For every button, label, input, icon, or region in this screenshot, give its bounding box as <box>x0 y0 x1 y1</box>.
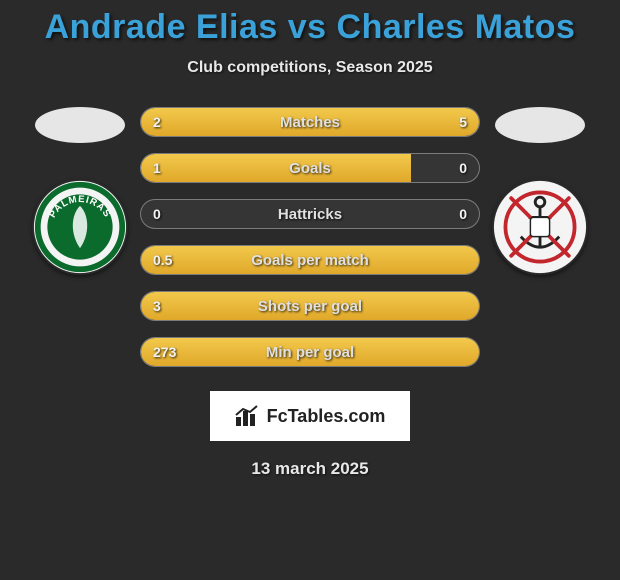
left-player-col: PALMEIRAS <box>20 107 140 275</box>
stat-row: 25Matches <box>140 107 480 137</box>
bar-left-fill <box>141 292 479 320</box>
club-crest-right <box>492 179 588 275</box>
club-crest-left: PALMEIRAS <box>32 179 128 275</box>
bar-left-fill <box>141 246 479 274</box>
stat-row: 10Goals <box>140 153 480 183</box>
stat-row: 0.5Goals per match <box>140 245 480 275</box>
stat-value-right: 0 <box>459 200 467 228</box>
stat-bars: 25Matches10Goals00Hattricks0.5Goals per … <box>140 107 480 367</box>
source-logo-text: FcTables.com <box>267 406 386 427</box>
bar-left-fill <box>141 338 479 366</box>
bar-left-fill <box>141 154 411 182</box>
player-silhouette-right <box>495 107 585 143</box>
date-label: 13 march 2025 <box>0 459 620 479</box>
comparison-infographic: Andrade Elias vs Charles Matos Club comp… <box>0 0 620 580</box>
bar-left-fill <box>141 108 238 136</box>
stat-row: 0 0Hattricks <box>140 199 480 229</box>
subtitle: Club competitions, Season 2025 <box>0 59 620 77</box>
stat-row: 273Min per goal <box>140 337 480 367</box>
stat-value-left: 0 <box>153 200 161 228</box>
main-row: PALMEIRAS 25Matches10Goals00Hattricks0.5… <box>0 107 620 367</box>
stat-row: 3Shots per goal <box>140 291 480 321</box>
stat-label: Hattricks <box>141 200 479 228</box>
player-silhouette-left <box>35 107 125 143</box>
bars-icon <box>235 405 261 427</box>
stat-value-right: 0 <box>459 154 467 182</box>
bar-right-fill <box>238 108 479 136</box>
page-title: Andrade Elias vs Charles Matos <box>0 8 620 47</box>
right-player-col <box>480 107 600 275</box>
source-logo: FcTables.com <box>210 391 410 441</box>
